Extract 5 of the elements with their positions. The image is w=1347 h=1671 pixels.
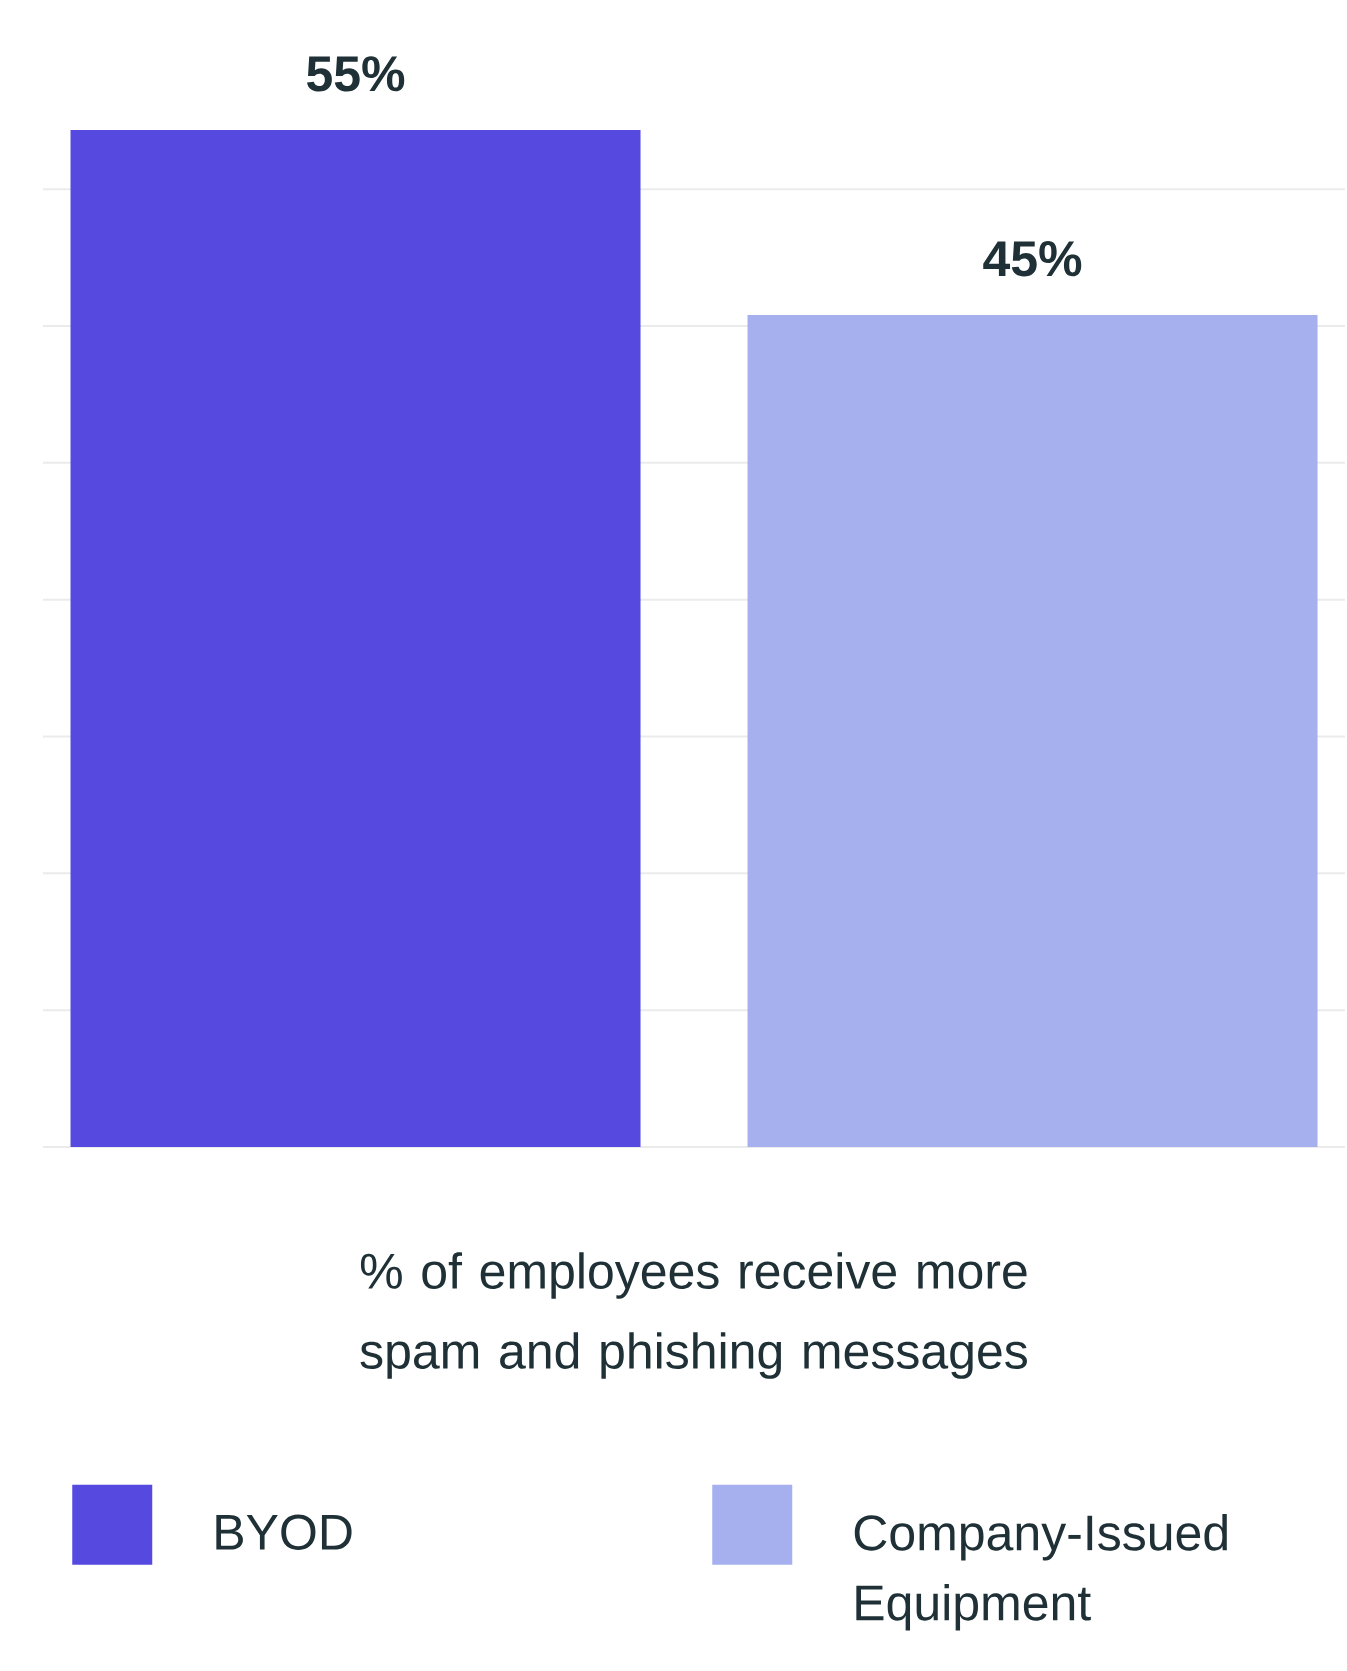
data-label: 55% [307, 56, 405, 92]
legend-label: BYOD [216, 1514, 352, 1550]
x-axis-title: % of employees receive more spam and phishing messages [360, 1252, 1027, 1379]
data-label: 45% [983, 241, 1082, 277]
legend-label: Company-Issued Equipment [854, 1513, 1227, 1631]
